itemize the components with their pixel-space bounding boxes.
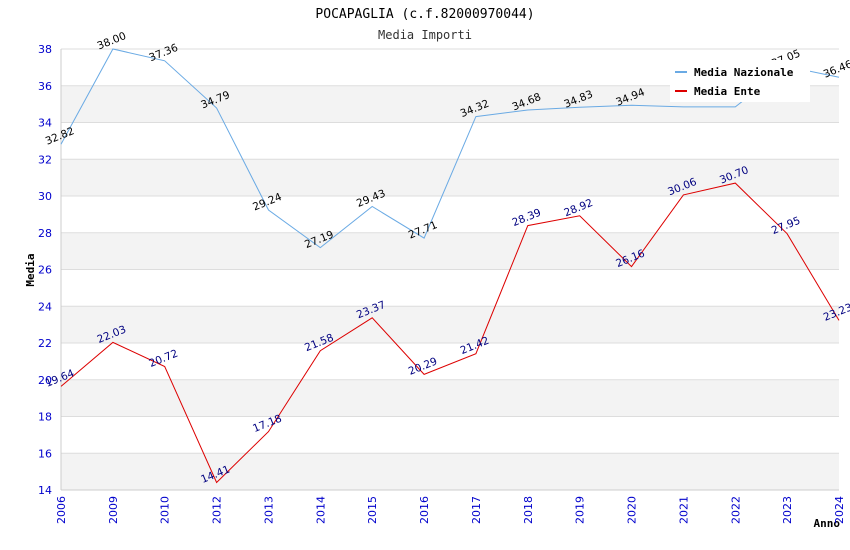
series-line-media-ente <box>60 182 840 484</box>
legend-entry: Media Nazionale <box>694 66 794 79</box>
grid-lines <box>60 48 839 491</box>
grid-bands <box>61 49 839 490</box>
grid-band <box>61 453 839 490</box>
y-tick-label: 36 <box>38 80 52 93</box>
x-tick-label: 2013 <box>262 496 275 524</box>
x-tick-label: 2016 <box>418 496 431 524</box>
legend-entry: Media Ente <box>694 85 761 98</box>
y-tick-label: 34 <box>38 117 52 130</box>
x-axis-ticks: 2006 2009 2010 2012 2013 2014 2015 2016 2017 2018… <box>55 496 846 524</box>
x-tick-label: 2020 <box>626 496 639 524</box>
y-tick-label: 16 <box>38 447 52 460</box>
y-tick-label: 38 <box>38 43 52 56</box>
x-tick-label: 2022 <box>729 496 742 524</box>
x-tick-label: 2006 <box>55 496 68 524</box>
x-tick-label: 2021 <box>677 496 690 524</box>
legend-box <box>670 60 810 102</box>
x-tick-label: 2009 <box>107 496 120 524</box>
x-tick-label: 2010 <box>159 496 172 524</box>
y-tick-label: 14 <box>38 484 52 497</box>
x-tick-label: 2015 <box>366 496 379 524</box>
x-tick-label: 2019 <box>574 496 587 524</box>
y-axis-ticks: 14 16 18 20 22 24 26 28 30 32 34 36 38 <box>38 43 52 497</box>
grid-band <box>61 343 839 380</box>
y-tick-label: 26 <box>38 264 52 277</box>
y-tick-label: 32 <box>38 153 52 166</box>
x-axis-label: Anno <box>814 517 841 530</box>
grid-band <box>61 306 839 343</box>
grid-band <box>61 196 839 233</box>
y-tick-label: 22 <box>38 337 52 350</box>
x-tick-label: 2023 <box>781 496 794 524</box>
series-line-media-nazionale <box>60 48 840 249</box>
x-tick-label: 2012 <box>211 496 224 524</box>
y-tick-label: 20 <box>38 374 52 387</box>
grid-band <box>61 122 839 160</box>
y-tick-label: 24 <box>38 300 52 313</box>
x-tick-label: 2017 <box>470 496 483 524</box>
legend: Media Nazionale Media Ente <box>670 60 810 102</box>
chart-subtitle: Media Importi <box>378 28 472 42</box>
grid-band <box>61 232 839 270</box>
x-tick-label: 2024 <box>833 496 846 524</box>
grid-band <box>61 269 839 307</box>
y-tick-label: 30 <box>38 190 52 203</box>
y-tick-label: 18 <box>38 411 52 424</box>
series-lines <box>60 48 840 484</box>
grid-band <box>61 416 839 454</box>
x-tick-label: 2018 <box>522 496 535 524</box>
chart-title: POCAPAGLIA (c.f.82000970044) <box>315 7 534 22</box>
grid-band <box>61 379 839 417</box>
y-tick-label: 28 <box>38 227 52 240</box>
y-axis-label: Media <box>24 253 37 286</box>
x-tick-label: 2014 <box>314 496 327 524</box>
